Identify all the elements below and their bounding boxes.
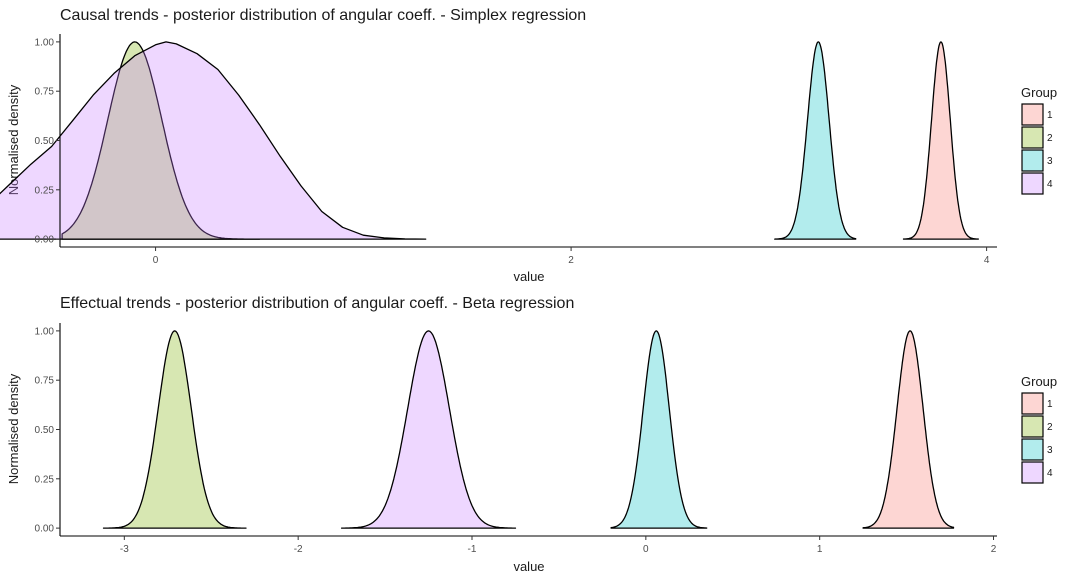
panel-effectual-trends: Effectual trends - posterior distributio… <box>6 295 1057 574</box>
legend-key-group-3 <box>1021 149 1044 172</box>
y-tick-label: 1.00 <box>35 37 55 48</box>
y-axis-title: Normalised density <box>6 373 21 484</box>
y-tick-label: 0.75 <box>35 87 55 98</box>
x-axis-title: value <box>513 269 544 284</box>
legend-label: 2 <box>1047 133 1053 144</box>
density-group-1 <box>862 330 955 529</box>
density-group-4 <box>340 330 517 529</box>
legend-label: 1 <box>1047 399 1053 410</box>
legend-key-group-2 <box>1021 415 1044 438</box>
x-tick-label: -1 <box>468 544 477 555</box>
y-tick-label: 0.50 <box>35 425 55 436</box>
legend-title: Group <box>1021 374 1057 389</box>
panel-causal-trends: Causal trends - posterior distribution o… <box>0 7 1057 284</box>
density-group-3 <box>774 41 857 240</box>
legend-label: 1 <box>1047 110 1053 121</box>
x-tick-label: 0 <box>153 255 159 266</box>
x-tick-label: -3 <box>120 544 129 555</box>
legend-label: 3 <box>1047 156 1053 167</box>
y-tick-label: 0.00 <box>35 524 55 535</box>
legend-key-group-1 <box>1021 392 1044 415</box>
legend-key-group-3 <box>1021 438 1044 461</box>
y-tick-label: 0.25 <box>35 474 55 485</box>
density-areas <box>0 41 979 240</box>
legend-key-group-4 <box>1021 172 1044 195</box>
y-tick-label: 0.75 <box>35 376 55 387</box>
x-tick-label: 1 <box>817 544 823 555</box>
y-tick-label: 0.50 <box>35 136 55 147</box>
y-tick-label: 0.25 <box>35 185 55 196</box>
x-axis-title: value <box>513 559 544 574</box>
legend-label: 3 <box>1047 445 1053 456</box>
density-group-1 <box>902 41 979 240</box>
axes: 0.00 0.25 0.50 0.75 1.00 0 2 4 <box>35 34 997 266</box>
legend-key-group-1 <box>1021 103 1044 126</box>
x-tick-label: -2 <box>294 544 303 555</box>
y-tick-label: 0.00 <box>35 235 55 246</box>
x-tick-label: 0 <box>643 544 649 555</box>
legend-title: Group <box>1021 85 1057 100</box>
legend: Group 1 2 3 4 <box>1021 374 1057 484</box>
legend-label: 4 <box>1047 468 1053 479</box>
legend-label: 2 <box>1047 422 1053 433</box>
density-group-2 <box>102 330 247 529</box>
x-tick-label: 4 <box>984 255 990 266</box>
chart-title: Causal trends - posterior distribution o… <box>60 7 586 24</box>
density-areas <box>102 330 955 529</box>
density-group-3 <box>610 330 708 529</box>
legend-key-group-4 <box>1021 461 1044 484</box>
y-tick-label: 1.00 <box>35 326 55 337</box>
axes: 0.00 0.25 0.50 0.75 1.00 -3 -2 -1 0 1 2 <box>35 323 997 555</box>
x-tick-label: 2 <box>991 544 997 555</box>
x-tick-label: 2 <box>568 255 574 266</box>
legend-label: 4 <box>1047 179 1053 190</box>
legend: Group 1 2 3 4 <box>1021 85 1057 195</box>
y-axis-title: Normalised density <box>6 84 21 195</box>
legend-key-group-2 <box>1021 126 1044 149</box>
density-group-4 <box>0 41 427 240</box>
chart-title: Effectual trends - posterior distributio… <box>60 295 574 312</box>
